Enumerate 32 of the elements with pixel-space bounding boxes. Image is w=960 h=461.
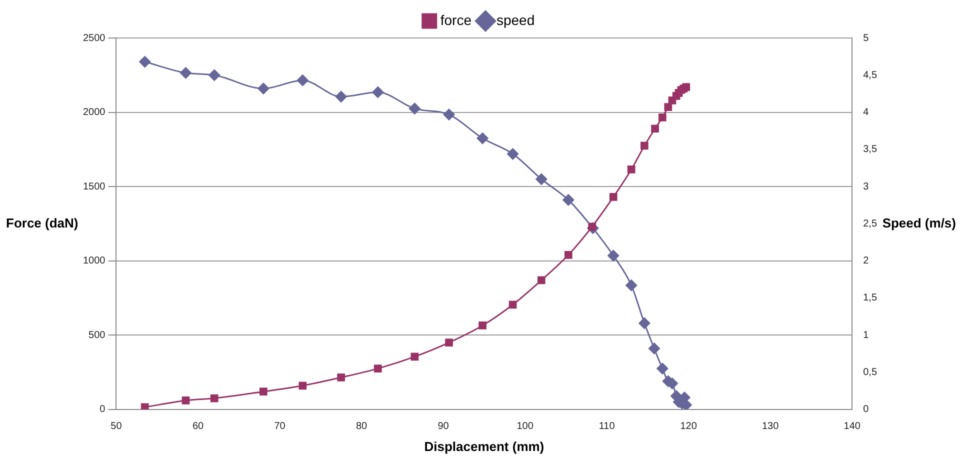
y-tick-label: 1500 [82,181,106,192]
y2-tick-label: 1,5 [863,292,878,304]
y-tick-label: 2000 [82,107,106,118]
legend-label: force [440,12,472,28]
x-tick-label: 120 [680,421,698,432]
y-tick-label: 0 [100,404,106,416]
y2-tick-label: 0,5 [863,367,878,378]
y2-tick-label: 0 [863,404,870,416]
x-axis-title: Displacement (mm) [424,438,544,454]
x-tick-label: 50 [110,421,122,432]
y-axis-title: Force (daN) [6,215,78,230]
y2-tick-label: 3,5 [863,144,878,156]
x-tick-label: 110 [598,421,616,432]
legend-label: speed [496,12,535,28]
y-tick-label: 2500 [82,32,106,44]
x-tick-label: 80 [356,421,368,432]
y-tick-label: 1000 [82,256,106,267]
y2-tick-label: 2 [863,256,870,267]
y2-axis-title: Speed (m/s) [882,215,956,230]
y2-tick-label: 5 [863,32,870,44]
x-tick-label: 70 [274,421,286,432]
x-tick-label: 90 [438,421,450,432]
x-tick-label: 60 [192,421,204,432]
y2-tick-label: 2,5 [863,218,878,230]
x-tick-label: 100 [516,421,534,432]
y2-tick-label: 4 [863,107,870,118]
y2-tick-label: 4,5 [863,70,878,81]
y-tick-label: 500 [88,330,106,341]
x-tick-label: 140 [844,421,861,432]
y2-tick-label: 3 [863,181,870,192]
y2-tick-label: 1 [863,330,870,341]
x-tick-label: 130 [762,421,780,432]
